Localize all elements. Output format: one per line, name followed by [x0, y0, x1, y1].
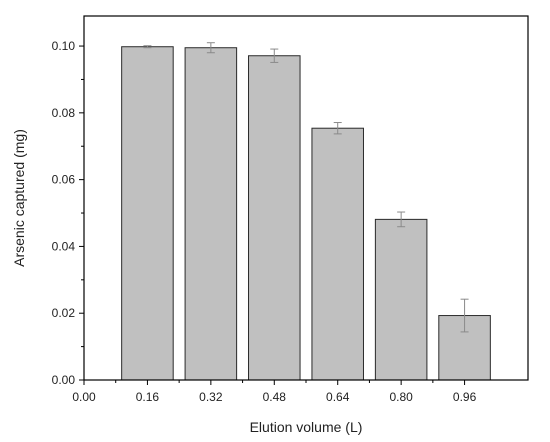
y-tick-label: 0.06	[52, 173, 76, 187]
x-axis-label: Elution volume (L)	[250, 419, 363, 435]
y-tick-label: 0.10	[52, 39, 76, 53]
bar-0	[121, 46, 174, 381]
bar-4	[374, 218, 428, 381]
y-axis-label: Arsenic captured (mg)	[11, 129, 27, 267]
error-bar-1	[206, 42, 215, 54]
x-tick-label: 0.00	[72, 390, 96, 404]
y-tick-label: 0.00	[52, 373, 76, 387]
error-bar-4	[397, 211, 406, 228]
y-tick-label: 0.08	[52, 106, 76, 120]
bar-2	[248, 55, 301, 381]
error-bar-3	[333, 122, 342, 135]
bar-1	[184, 47, 238, 381]
x-tick-label: 0.96	[453, 390, 477, 404]
y-axis-ticks: 0.00 0.02 0.04 0.06 0.08 0.10	[52, 39, 84, 387]
y-tick-label: 0.02	[52, 306, 76, 320]
error-bar-2	[270, 48, 279, 63]
x-tick-label: 0.80	[389, 390, 413, 404]
x-tick-label: 0.64	[326, 390, 350, 404]
x-tick-label: 0.32	[199, 390, 223, 404]
x-axis-ticks: 0.00 0.16 0.32 0.48 0.64 0.80 0.96	[72, 380, 477, 404]
error-bar-5	[460, 298, 469, 333]
x-tick-label: 0.16	[136, 390, 160, 404]
y-tick-label: 0.04	[52, 239, 76, 253]
bars-group	[121, 46, 491, 381]
x-tick-label: 0.48	[263, 390, 287, 404]
error-bars-group	[143, 42, 469, 333]
error-bar-0	[143, 45, 152, 49]
bar-3	[311, 127, 364, 381]
